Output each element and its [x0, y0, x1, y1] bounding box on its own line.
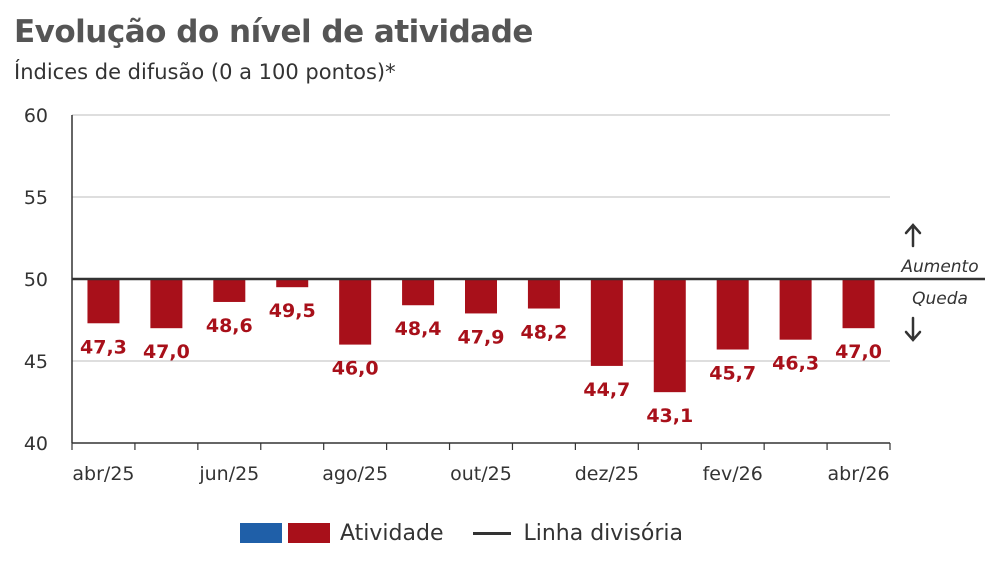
bar [402, 279, 435, 306]
bar [653, 279, 686, 393]
bar [213, 279, 246, 302]
data-label: 48,2 [520, 322, 567, 344]
data-label: 47,0 [835, 341, 882, 363]
x-tick-label: out/25 [450, 463, 512, 485]
y-tick-label: 55 [24, 187, 48, 209]
data-label: 46,0 [332, 358, 379, 380]
arrow-down-icon [904, 316, 922, 342]
legend-swatch-atividade [288, 523, 330, 543]
y-tick-label: 45 [24, 351, 48, 373]
data-label: 49,5 [269, 300, 316, 322]
bar [716, 279, 749, 350]
bar [339, 279, 372, 345]
data-label: 45,7 [709, 363, 756, 385]
legend: Atividade Linha divisória [240, 516, 683, 550]
arrow-up-icon [904, 223, 922, 248]
legend-swatch-linha [473, 531, 512, 535]
bar [276, 279, 309, 288]
data-label: 43,1 [646, 405, 693, 427]
bar [87, 279, 120, 324]
legend-swatch-blue [240, 523, 282, 543]
data-label: 44,7 [583, 379, 630, 401]
legend-label-atividade: Atividade [340, 520, 444, 546]
bar [590, 279, 623, 366]
x-tick-label: ago/25 [322, 463, 388, 485]
chart-subtitle: Índices de difusão (0 a 100 pontos)* [14, 60, 396, 84]
data-label: 48,6 [206, 315, 253, 337]
legend-label-linha: Linha divisória [523, 520, 683, 546]
annotation-aumento: Aumento [900, 257, 978, 277]
bar [779, 279, 812, 340]
x-tick-label: fev/26 [703, 463, 763, 485]
bar [842, 279, 875, 329]
x-tick-label: abr/25 [72, 463, 134, 485]
data-label: 48,4 [395, 318, 442, 340]
x-tick-label: abr/26 [827, 463, 889, 485]
data-label: 47,9 [458, 326, 505, 348]
data-label: 47,0 [143, 341, 190, 363]
y-tick-label: 60 [24, 105, 48, 127]
bar [150, 279, 183, 329]
x-tick-label: dez/25 [575, 463, 639, 485]
data-label: 47,3 [80, 336, 127, 358]
chart-title: Evolução do nível de atividade [14, 14, 533, 50]
x-tick-label: jun/25 [198, 463, 259, 485]
annotation-queda: Queda [912, 289, 968, 309]
data-label: 46,3 [772, 353, 819, 375]
bar [465, 279, 497, 314]
y-tick-label: 50 [24, 269, 48, 291]
y-tick-label: 40 [24, 433, 48, 455]
bar [527, 279, 560, 309]
